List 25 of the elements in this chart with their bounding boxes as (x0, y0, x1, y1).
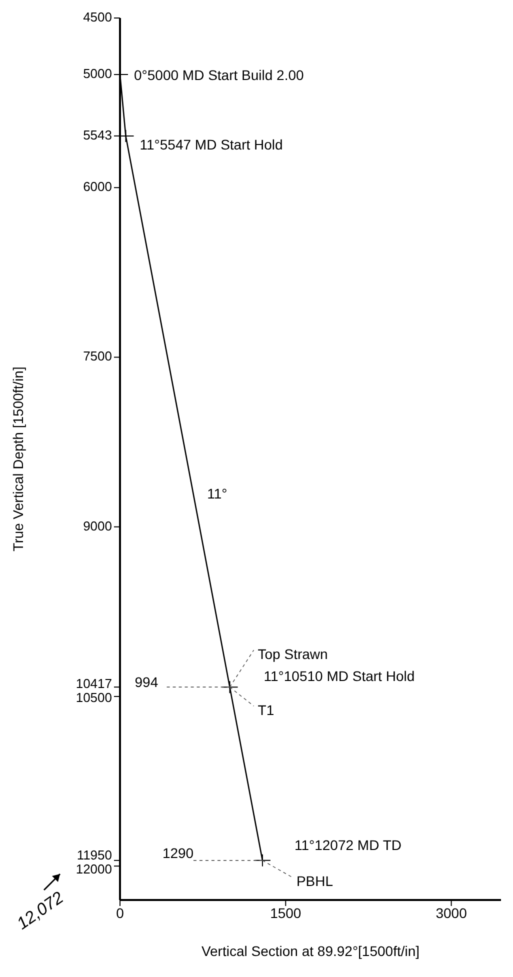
y-tick-label: 11950 (76, 848, 112, 863)
y-tick-label: 10417 (76, 676, 112, 692)
annotation: PBHL (296, 873, 334, 890)
annotation: 1290 (162, 845, 194, 862)
y-tick-label: 5000 (83, 66, 112, 81)
annotation: 11°12072 MD TD (294, 837, 402, 854)
annotation: Top Strawn (258, 646, 328, 662)
y-tick-label: 12000 (76, 862, 112, 877)
y-tick-label: 6000 (83, 179, 112, 194)
annotation: 0°5000 MD Start Build 2.00 (134, 67, 304, 84)
y-tick-label: 4500 (83, 9, 112, 24)
annotation: T1 (258, 702, 274, 718)
y-tick-label: 5543 (83, 127, 112, 142)
x-tick-label: 1500 (270, 904, 302, 921)
annotation: 11°10510 MD Start Hold (264, 668, 415, 684)
y-tick-label: 9000 (83, 518, 112, 534)
x-tick-label: 3000 (436, 904, 468, 921)
x-tick-label: 0 (116, 904, 124, 921)
annotation: 11° (207, 485, 228, 502)
annotation: 994 (134, 674, 158, 690)
y-axis-title: True Vertical Depth [1500ft/in] (10, 366, 26, 552)
y-tick-label: 7500 (83, 348, 112, 364)
annotation: 11°5547 MD Start Hold (140, 136, 283, 153)
x-axis-title: Vertical Section at 89.92°[1500ft/in] (201, 943, 420, 959)
y-tick-label: 10500 (76, 690, 112, 706)
